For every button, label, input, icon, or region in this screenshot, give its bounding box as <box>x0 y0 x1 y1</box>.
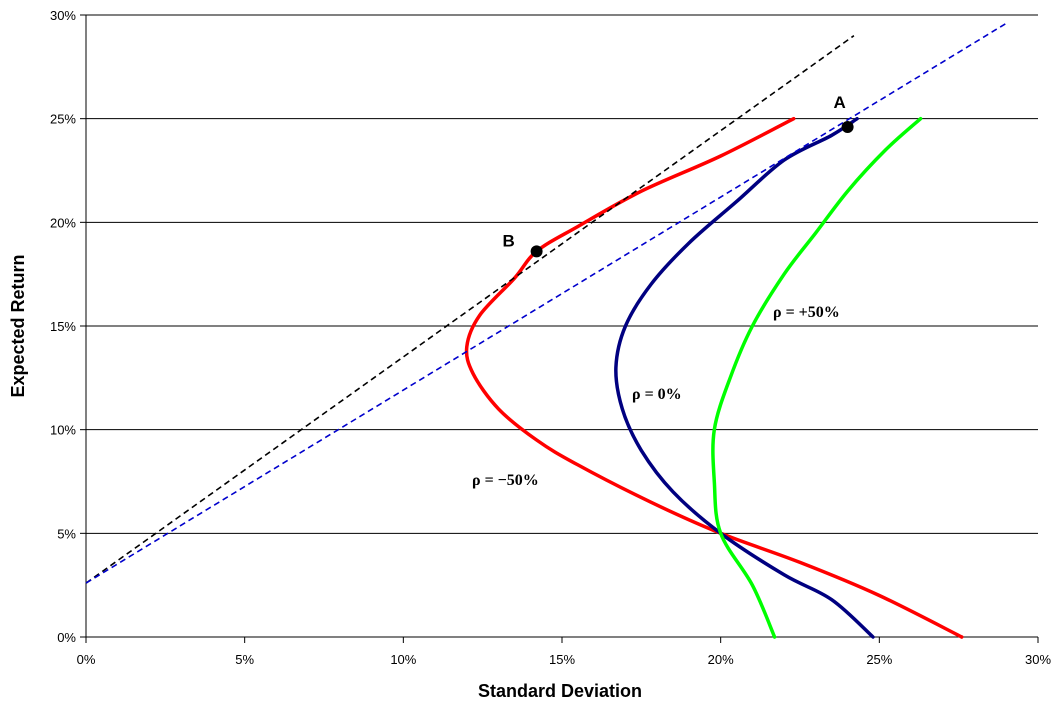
y-tick-label: 5% <box>57 526 76 541</box>
y-tick-label: 30% <box>50 8 76 23</box>
y-tick-label: 0% <box>57 630 76 645</box>
series-rho-0 <box>614 116 875 639</box>
x-tick-label: 30% <box>1025 652 1051 667</box>
gridlines <box>86 14 1038 534</box>
points: AB <box>502 93 854 258</box>
point-b <box>530 245 543 258</box>
curve-label-neg50: ρ = −50% <box>472 472 539 489</box>
x-tick-label: 10% <box>390 652 416 667</box>
y-tick-label: 10% <box>50 423 76 438</box>
series-rho-pos50 <box>711 116 923 639</box>
series <box>85 22 1007 639</box>
curve-label-pos50: ρ = +50% <box>773 304 840 321</box>
tangent-line-blue <box>85 22 1007 584</box>
y-tick-label: 15% <box>50 319 76 334</box>
series-rho-neg50 <box>464 116 964 639</box>
y-axis-title: Expected Return <box>8 254 28 397</box>
x-tick-label: 5% <box>235 652 254 667</box>
x-tick-label: 15% <box>549 652 575 667</box>
point-a <box>841 120 854 133</box>
point-label-b: B <box>502 231 514 250</box>
y-tick-label: 20% <box>50 215 76 230</box>
ticks: 0% 5% 10% 15% 20% 25% 30% 0% 5% 10% 15% 20% 25% 30% <box>50 8 1051 667</box>
curve-label-0: ρ = 0% <box>632 386 682 403</box>
y-tick-label: 25% <box>50 112 76 127</box>
tangent-line-black <box>85 35 855 584</box>
x-tick-label: 20% <box>708 652 734 667</box>
point-label-a: A <box>833 93 845 112</box>
x-tick-label: 25% <box>866 652 892 667</box>
x-tick-label: 0% <box>77 652 96 667</box>
x-axis-title: Standard Deviation <box>478 681 642 701</box>
